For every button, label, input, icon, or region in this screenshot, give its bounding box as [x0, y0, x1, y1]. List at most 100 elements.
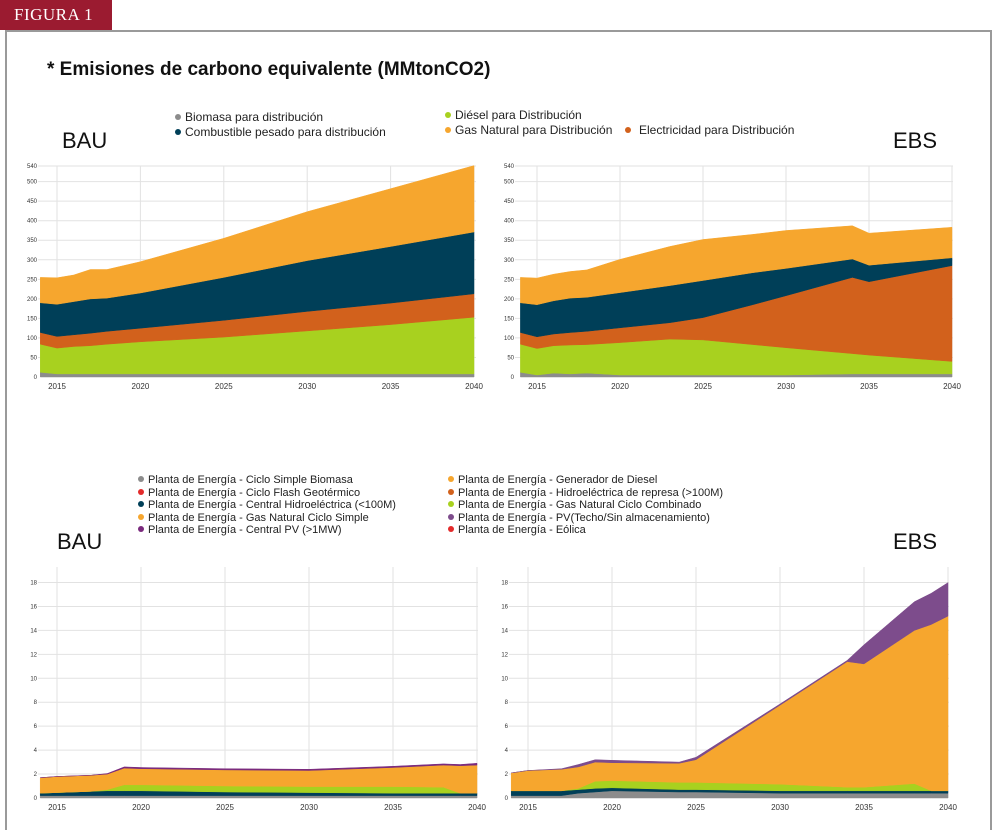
chart-bottom-bau: 0 2 4 6 8 10 12 14 16 18 2015 2020 2025 2030 2035 2040 [30, 567, 486, 812]
x-tick-label: 2035 [855, 803, 873, 812]
legend-item: Planta de Energía - Central PV (>1MW) [138, 524, 396, 537]
legend-item: Planta de Energía - PV(Techo/Sin almacen… [448, 512, 723, 525]
y-tick-label: 18 [501, 581, 508, 587]
y-tick-label: 350 [27, 238, 38, 244]
y-tick-label: 500 [27, 180, 38, 186]
x-tick-label: 2035 [382, 382, 400, 391]
x-tick-label: 2030 [771, 803, 789, 812]
legend-item: Planta de Energía - Central Hidroeléctri… [138, 499, 396, 512]
chart-top-bau: 0 50 100 150 200 250 300 350 400 450 500 540 2015 202… [27, 164, 483, 391]
legend-item: Planta de Energía - Generador de Diesel [448, 474, 723, 487]
legend-dot-icon [138, 513, 144, 520]
legend-item: Combustible pesado para distribución [175, 125, 386, 140]
y-tick-label: 0 [34, 375, 38, 381]
y-tick-label: 14 [501, 628, 508, 634]
y-tick-label: 12 [30, 652, 37, 658]
x-tick-label: 2015 [48, 803, 66, 812]
legend-item: Biomasa para distribución [175, 110, 386, 125]
area-series-4 [520, 225, 953, 305]
y-tick-label: 350 [504, 238, 515, 244]
y-tick-label: 400 [504, 219, 515, 225]
y-tick-label: 200 [504, 297, 515, 303]
y-tick-label: 12 [501, 652, 508, 658]
y-tick-label: 150 [504, 316, 515, 322]
x-tick-label: 2025 [687, 803, 705, 812]
legend-item: Planta de Energía - Ciclo Flash Geotérmi… [138, 487, 396, 500]
y-tick-label: 450 [504, 199, 515, 205]
top-bau-label: BAU [62, 128, 108, 153]
x-tick-label: 2020 [132, 803, 150, 812]
x-tick-label: 2040 [465, 382, 483, 391]
y-tick-label: 2 [505, 772, 509, 778]
chart-bottom-ebs: 0 2 4 6 8 10 12 14 16 18 2015 2020 2025 2030 2035 2040 [501, 567, 957, 812]
x-tick-label: 2020 [611, 382, 629, 391]
legend-item: Electricidad para Distribución [625, 123, 794, 138]
x-tick-label: 2040 [939, 803, 957, 812]
top-legend-col1: Biomasa para distribución Combustible pe… [175, 110, 386, 140]
legend-item: Planta de Energía - Hidroeléctrica de re… [448, 487, 723, 500]
x-tick-label: 2015 [48, 382, 66, 391]
y-tick-label: 400 [27, 219, 38, 225]
legend-dot-icon [445, 126, 451, 133]
y-tick-label: 16 [30, 604, 37, 610]
legend-item: Planta de Energía - Ciclo Simple Biomasa [138, 474, 396, 487]
figure-frame [5, 30, 992, 830]
y-tick-label: 100 [27, 336, 38, 342]
y-tick-label: 14 [30, 628, 37, 634]
y-tick-label: 300 [27, 258, 38, 264]
legend-dot-icon [175, 113, 181, 120]
legend-dot-icon [448, 476, 454, 483]
bottom-bau-label: BAU [57, 529, 103, 554]
x-tick-label: 2020 [603, 803, 621, 812]
x-tick-label: 2040 [468, 803, 486, 812]
y-tick-label: 10 [501, 676, 508, 682]
y-tick-label: 0 [34, 796, 38, 802]
x-tick-label: 2025 [216, 803, 234, 812]
legend-dot-icon [138, 488, 144, 495]
legend-dot-icon [138, 501, 144, 508]
y-tick-label: 8 [34, 700, 38, 706]
y-tick-label: 50 [507, 355, 514, 361]
legend-dot-icon [448, 501, 454, 508]
y-tick-label: 200 [27, 297, 38, 303]
y-tick-label: 100 [504, 336, 515, 342]
legend-item: Planta de Energía - Gas Natural Ciclo Si… [138, 512, 396, 525]
legend-dot-icon [625, 126, 631, 133]
y-tick-label: 10 [30, 676, 37, 682]
x-tick-label: 2035 [384, 803, 402, 812]
legend-dot-icon [448, 488, 454, 495]
legend-dot-icon [138, 526, 144, 533]
y-tick-label: 150 [27, 316, 38, 322]
y-tick-label: 0 [511, 375, 515, 381]
x-tick-label: 2030 [777, 382, 795, 391]
y-tick-label: 50 [30, 355, 37, 361]
y-tick-label: 0 [505, 796, 509, 802]
y-tick-label: 450 [27, 199, 38, 205]
legend-item: Diésel para Distribución [445, 108, 612, 123]
y-tick-label: 6 [505, 724, 509, 730]
y-tick-label: 300 [504, 258, 515, 264]
x-tick-label: 2025 [694, 382, 712, 391]
legend-dot-icon [448, 513, 454, 520]
top-legend-col2: Diésel para Distribución Gas Natural par… [445, 108, 612, 138]
x-tick-label: 2030 [300, 803, 318, 812]
x-tick-label: 2015 [519, 803, 537, 812]
legend-dot-icon [175, 128, 181, 135]
top-ebs-label: EBS [893, 128, 938, 153]
figure-tag: FIGURA 1 [0, 0, 112, 30]
bottom-legend-col2: Planta de Energía - Generador de Diesel … [448, 474, 723, 537]
chart-top-ebs: 0 50 100 150 200 250 300 350 400 450 500 540 2015 202… [504, 164, 961, 391]
area-series-0 [39, 795, 478, 799]
area-series-4 [511, 582, 949, 774]
x-tick-label: 2025 [215, 382, 233, 391]
y-tick-label: 4 [34, 748, 38, 754]
y-tick-label: 4 [505, 748, 509, 754]
x-tick-label: 2020 [132, 382, 150, 391]
area-series-4 [40, 165, 475, 305]
legend-item: Planta de Energía - Eólica [448, 524, 723, 537]
y-tick-label: 18 [30, 581, 37, 587]
legend-dot-icon [448, 526, 454, 533]
legend-item: Planta de Energía - Gas Natural Ciclo Co… [448, 499, 723, 512]
legend-dot-icon [138, 476, 144, 483]
